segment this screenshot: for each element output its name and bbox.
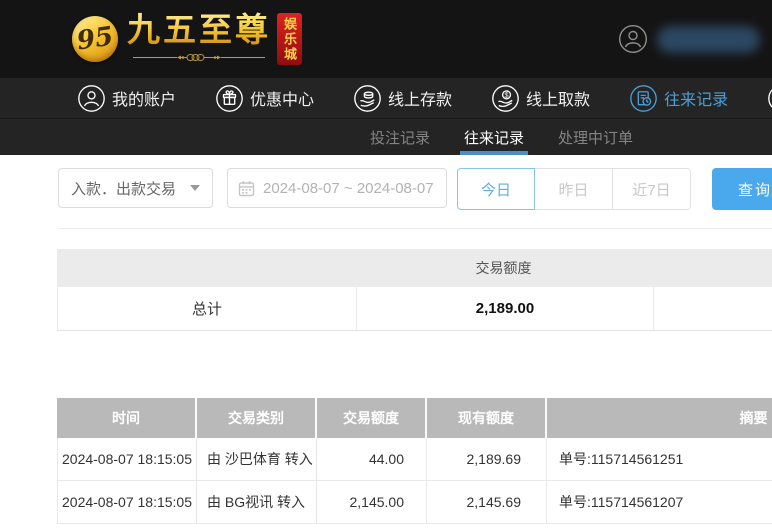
summary-total-row: 总计 2,189.00 <box>57 287 772 331</box>
amount-header-cell: 交易额度 <box>475 260 532 276</box>
nav-item-transaction-records[interactable]: 往来记录 <box>630 84 729 112</box>
button-label: 查询 <box>737 181 772 199</box>
date-range-input[interactable]: 2024-08-07 ~ 2024-08-07 <box>227 168 447 208</box>
nav-item-online-deposit[interactable]: 线上存款 <box>354 84 453 112</box>
filter-row: 入款．出款交易 2024-08-07 ~ 2024-08-07 今日 <box>0 168 772 210</box>
records-icon <box>630 84 657 112</box>
yesterday-button[interactable]: 昨日 <box>535 168 613 210</box>
nav-label: 我的账户 <box>112 92 177 109</box>
col-header-time: 时间 <box>112 410 140 426</box>
tab-transaction-records[interactable]: 往来记录 <box>460 119 529 155</box>
cell-balance: 2,145.69 <box>426 481 546 523</box>
tab-processing-orders[interactable]: 处理中订单 <box>556 119 635 155</box>
tab-label: 往来记录 <box>464 129 525 147</box>
tab-label: 投注记录 <box>370 129 431 147</box>
logo-circle-text: 95 <box>74 21 116 57</box>
logo-95-icon: 95 <box>72 16 118 62</box>
section-divider <box>58 228 772 229</box>
tab-label: 处理中订单 <box>558 129 634 147</box>
cell-type: 由 BG视讯 转入 <box>196 481 316 523</box>
cell-memo: 单号:115714561251 <box>546 438 772 480</box>
nav-label: 线上存款 <box>388 92 453 109</box>
main-nav: 我的账户 优惠中心 线上存款 <box>0 78 772 118</box>
cell-type: 由 沙巴体育 转入 <box>196 438 316 480</box>
summary-table-header: 交易额度 <box>57 249 772 287</box>
chevron-down-icon <box>190 185 200 191</box>
table-row: 2024-08-07 18:15:05 由 BG视讯 转入 2,145.00 2… <box>57 481 772 524</box>
table-row: 2024-08-07 18:15:05 由 沙巴体育 转入 44.00 2,18… <box>57 438 772 481</box>
cell-memo: 单号:115714561207 <box>546 481 772 523</box>
cell-time: 2024-08-07 18:15:05 <box>62 494 192 510</box>
avatar-icon <box>618 24 648 54</box>
last-7-days-button[interactable]: 近7日 <box>613 168 691 210</box>
search-button[interactable]: 查询 <box>712 168 772 210</box>
total-value-cell: 2,189.00 <box>356 287 653 330</box>
sub-nav: 投注记录 往来记录 处理中订单 <box>0 118 772 155</box>
col-header-memo: 摘要 <box>545 398 772 438</box>
total-label-cell: 总计 <box>191 301 222 318</box>
cell-balance: 2,189.69 <box>426 438 546 480</box>
site-logo[interactable]: 95 九五至尊 娱乐城 <box>72 10 302 65</box>
nav-item-promotions[interactable]: 优惠中心 <box>216 84 315 112</box>
transaction-type-dropdown[interactable]: 入款．出款交易 <box>58 168 213 208</box>
bell-icon <box>768 88 772 108</box>
user-icon <box>78 84 105 112</box>
gift-icon <box>216 84 243 112</box>
col-header-type: 交易类别 <box>195 398 315 438</box>
site-title: 九五至尊 <box>127 10 271 49</box>
button-label: 近7日 <box>632 181 671 199</box>
logo-badge: 娱乐城 <box>277 13 302 65</box>
cell-time: 2024-08-07 18:15:05 <box>62 451 192 467</box>
button-label: 昨日 <box>558 181 589 199</box>
withdraw-icon: $ <box>492 84 519 112</box>
nav-label: 优惠中心 <box>250 92 315 109</box>
tab-betting-records[interactable]: 投注记录 <box>368 119 432 155</box>
content-area: 入款．出款交易 2024-08-07 ~ 2024-08-07 今日 <box>0 155 772 528</box>
user-account-area[interactable] <box>618 24 760 54</box>
cell-amount: 2,145.00 <box>316 481 426 523</box>
active-tab-underline <box>460 151 529 155</box>
date-range-value: 2024-08-07 ~ 2024-08-07 <box>263 179 434 197</box>
quick-range-button-group: 今日 昨日 近7日 <box>457 168 691 210</box>
calendar-icon <box>238 180 255 196</box>
col-header-amount: 交易额度 <box>315 398 425 438</box>
nav-label: 线上取款 <box>526 92 591 109</box>
col-header-balance: 现有额度 <box>425 398 545 438</box>
records-table-header: 时间 交易类别 交易额度 现有额度 摘要 <box>57 398 772 438</box>
nav-label: 往来记录 <box>664 92 729 109</box>
nav-item-my-account[interactable]: 我的账户 <box>78 84 177 112</box>
summary-table: 交易额度 总计 2,189.00 <box>57 249 772 331</box>
empty-cell <box>653 287 772 330</box>
cell-amount: 44.00 <box>316 438 426 480</box>
dropdown-value: 入款．出款交易 <box>71 180 177 198</box>
nav-item-online-withdrawal[interactable]: $ 线上取款 <box>492 84 591 112</box>
nav-item-announcements[interactable]: 信息公告 <box>768 85 772 112</box>
logo-flourish-icon <box>133 54 265 61</box>
button-label: 今日 <box>480 181 511 199</box>
today-button[interactable]: 今日 <box>457 168 535 210</box>
top-header: 95 九五至尊 娱乐城 <box>0 0 772 78</box>
svg-text:$: $ <box>505 90 509 99</box>
deposit-icon <box>354 84 381 112</box>
username-redacted <box>657 25 760 53</box>
records-table: 时间 交易类别 交易额度 现有额度 摘要 2024-08-07 18:15:05… <box>57 398 772 524</box>
